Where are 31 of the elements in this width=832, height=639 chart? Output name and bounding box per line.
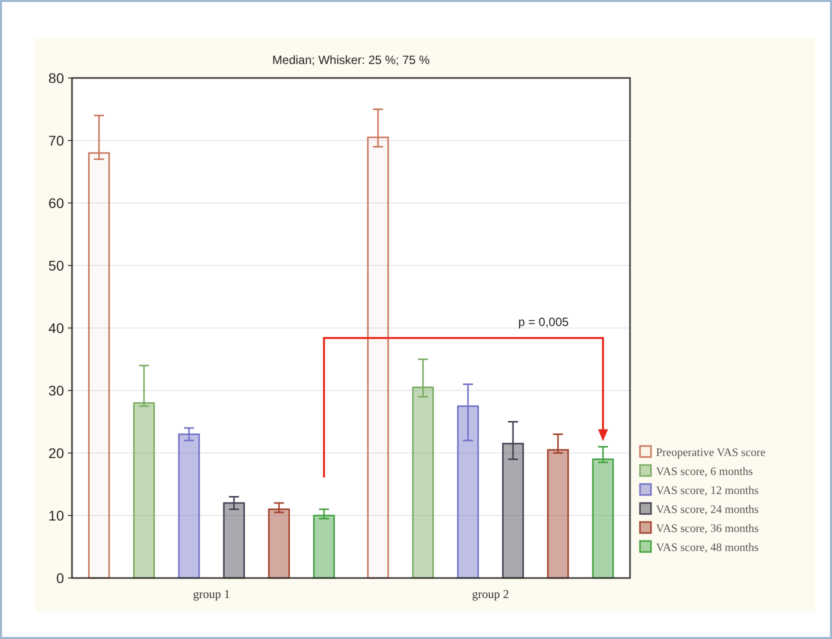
y-tick-label: 80 [48,70,64,86]
bar [223,502,245,579]
y-tick-label: 10 [48,508,64,524]
bar [592,458,614,579]
bar [268,508,290,579]
bar [88,152,110,579]
y-tick-label: 30 [48,382,64,398]
legend-label: VAS score, 24 months [656,504,760,516]
legend-label: VAS score, 36 months [656,523,760,535]
bar [457,405,479,579]
legend-label: VAS score, 12 months [656,485,760,497]
legend-label: Preoperative VAS score [656,447,766,459]
bar [178,434,200,579]
annotation: p = 0,005 [518,315,570,329]
y-tick-label: 40 [48,320,64,336]
bar [412,386,434,579]
legend-label: VAS score, 48 months [656,542,760,554]
x-tick-label: group 2 [472,587,509,601]
chart-title: Median; Whisker: 25 %; 75 % [272,53,430,67]
y-tick-label: 0 [56,570,64,586]
y-tick-label: 70 [48,132,64,148]
x-tick-label: group 1 [193,587,230,601]
bar [133,402,155,579]
bar [547,449,569,579]
y-tick-label: 50 [48,258,64,274]
bar [502,442,524,579]
bar [313,514,335,579]
y-tick-label: 20 [48,445,64,461]
bar [367,136,389,579]
legend-label: VAS score, 6 months [656,466,754,478]
y-tick-label: 60 [48,195,64,211]
